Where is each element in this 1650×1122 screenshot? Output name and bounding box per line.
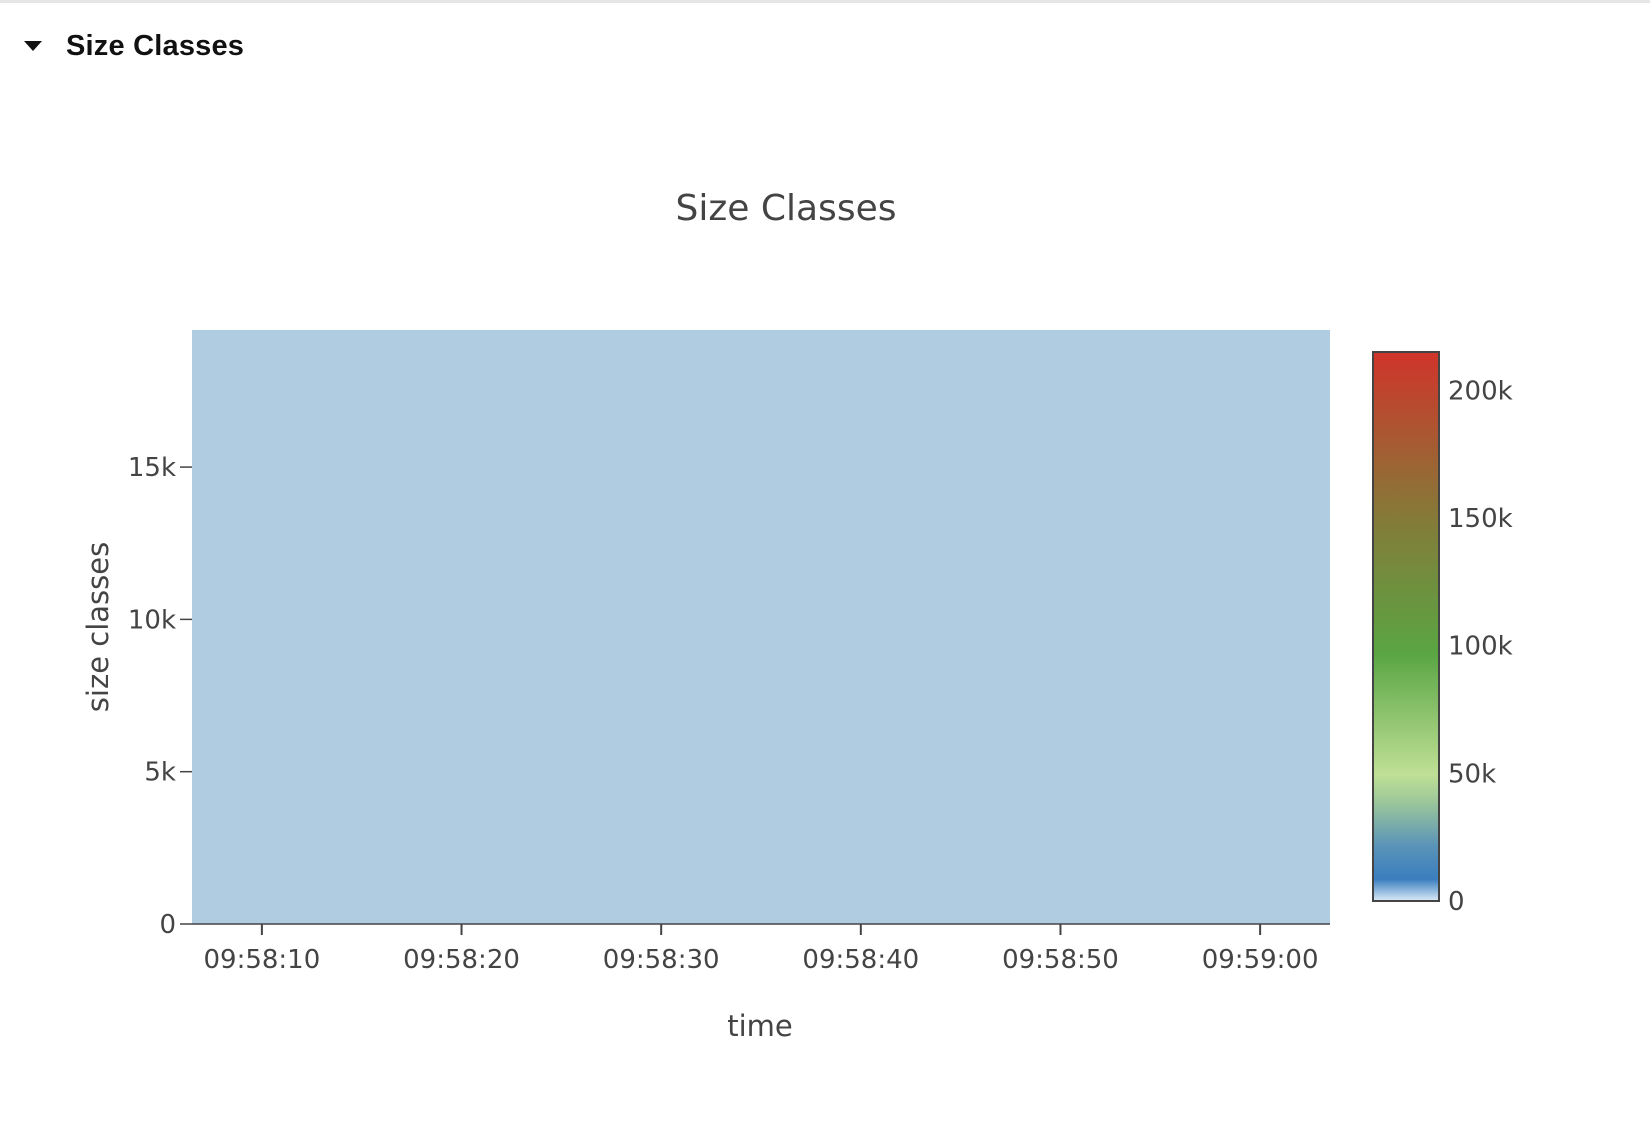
y-axis-label: size classes <box>81 542 115 712</box>
colorbar-tick-label: 150k <box>1448 504 1513 534</box>
colorbar: 0 50k 100k 150k 200k <box>1372 351 1513 917</box>
heatmap-cells[interactable] <box>192 330 1330 924</box>
y-axis: 0 5k 10k 15k <box>128 453 192 940</box>
caret-down-icon[interactable] <box>22 35 44 57</box>
y-tick-label: 5k <box>144 758 176 788</box>
plot-area[interactable] <box>192 330 1330 924</box>
x-tick-label: 09:58:50 <box>1002 945 1119 975</box>
x-axis-label: time <box>727 1009 793 1043</box>
x-tick-label: 09:58:30 <box>603 945 720 975</box>
x-tick-label: 09:59:00 <box>1202 945 1319 975</box>
x-tick-label: 09:58:10 <box>203 945 320 975</box>
colorbar-tick-label: 50k <box>1448 759 1496 789</box>
colorbar-tick-label: 0 <box>1448 887 1465 917</box>
y-tick-label: 15k <box>128 453 176 483</box>
colorbar-gradient <box>1372 351 1440 902</box>
x-axis: 09:58:10 09:58:20 09:58:30 09:58:40 09:58:50… <box>192 923 1330 975</box>
y-tick-label: 10k <box>128 605 176 635</box>
top-divider <box>0 0 1650 3</box>
colorbar-tick-label: 100k <box>1448 632 1513 662</box>
y-tick-label: 0 <box>159 910 176 940</box>
chart-title: Size Classes <box>676 188 897 229</box>
x-tick-label: 09:58:20 <box>403 945 520 975</box>
section-toggle[interactable]: Size Classes <box>22 26 244 66</box>
section-title: Size Classes <box>66 29 245 62</box>
x-tick-label: 09:58:40 <box>802 945 919 975</box>
colorbar-tick-label: 200k <box>1448 376 1513 406</box>
